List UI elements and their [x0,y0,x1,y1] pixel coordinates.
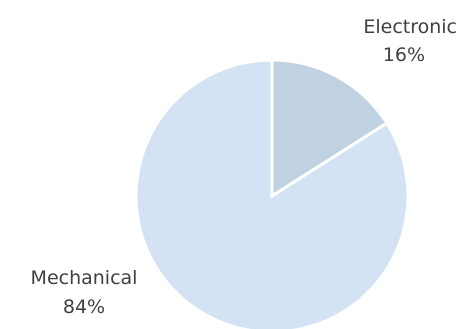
slice-value-label-mechanical: 84% [63,296,105,318]
pie-slice-mechanical [134,58,410,329]
pie-slices [134,58,410,329]
pie-slice-electronic [270,58,389,199]
slice-label-electronic: Electronic [363,16,457,38]
slice-label-mechanical: Mechanical [31,267,138,289]
slice-value-label-electronic: 16% [383,44,425,66]
